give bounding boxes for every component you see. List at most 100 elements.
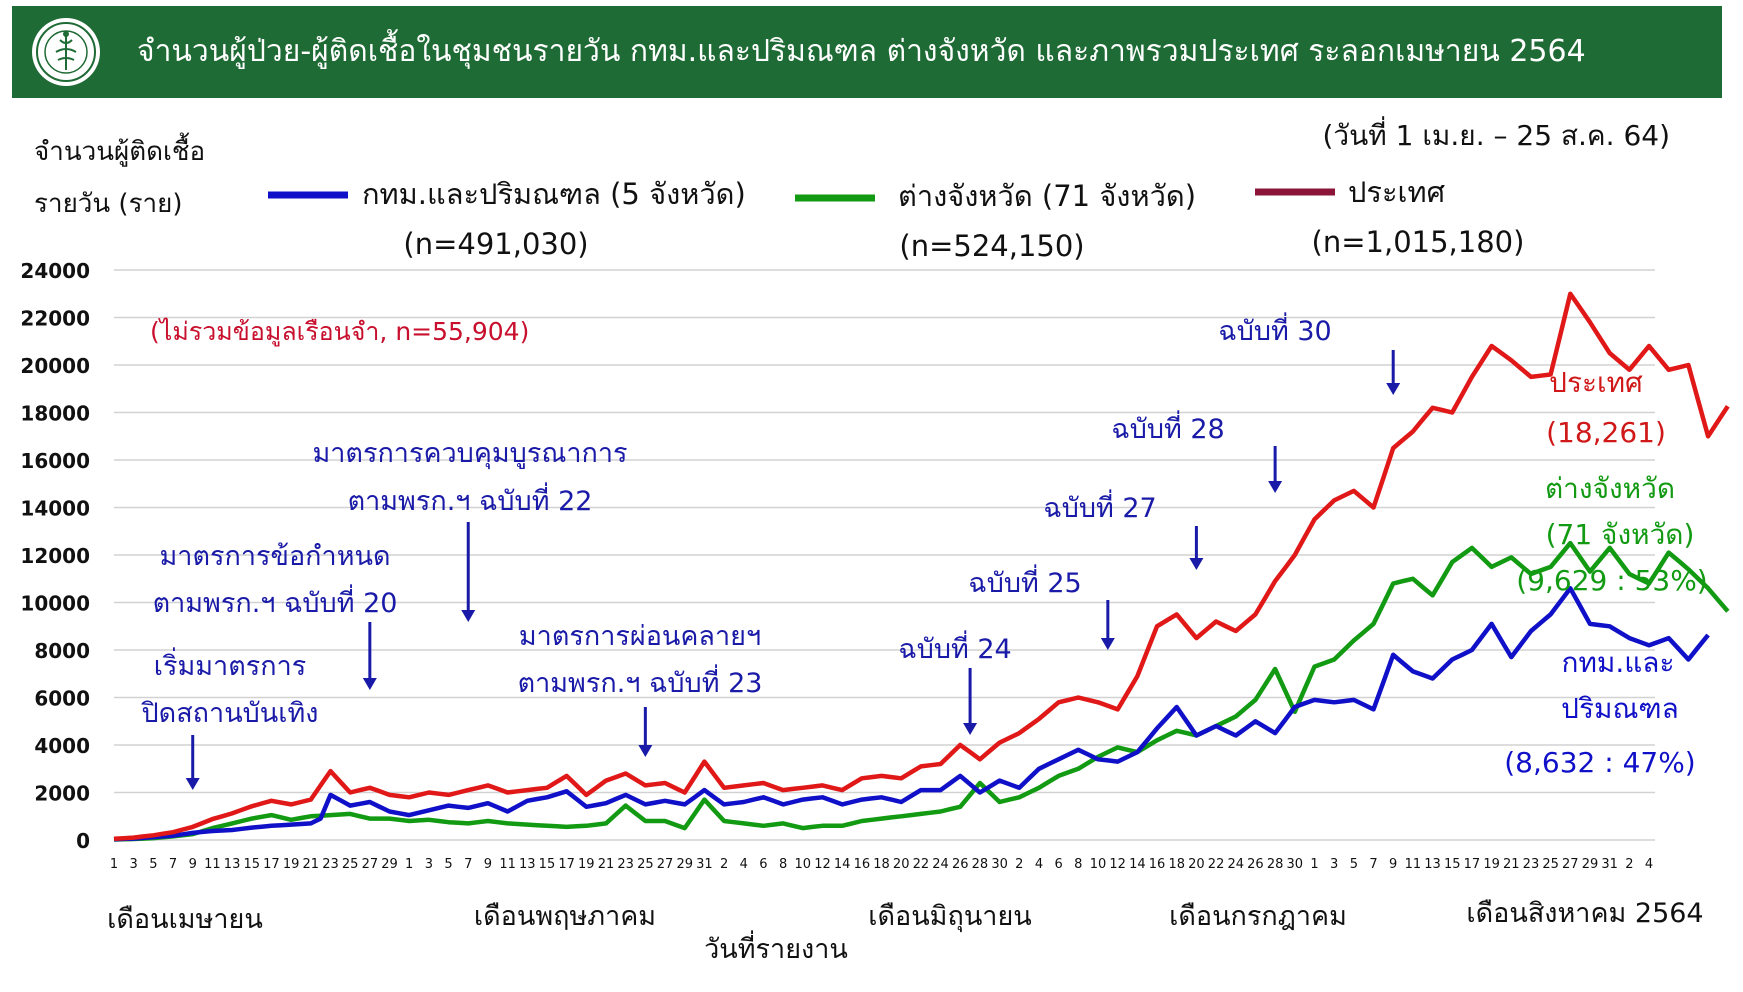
x-tick-label: 22: [1208, 857, 1225, 872]
month-label-apr: เดือนเมษายน: [107, 904, 263, 935]
x-tick-label: 18: [873, 857, 890, 872]
legend-label-provinces: ต่างจังหวัด (71 จังหวัด): [898, 179, 1196, 213]
x-tick-label: 10: [795, 857, 812, 872]
x-tick-label: 12: [814, 857, 831, 872]
x-tick-label: 26: [1247, 857, 1264, 872]
x-tick-label: 13: [224, 857, 241, 872]
x-tick-label: 1: [405, 857, 413, 872]
x-tick-label: 9: [189, 857, 197, 872]
annotation-arrowhead: [1100, 638, 1115, 650]
x-tick-label: 31: [1601, 857, 1618, 872]
x-tick-label: 29: [381, 857, 398, 872]
x-tick-label: 14: [834, 857, 851, 872]
x-tick-label: 3: [130, 857, 138, 872]
annotation-line1: เริ่มมาตรการ: [154, 647, 307, 682]
x-tick-label: 20: [1188, 857, 1205, 872]
x-tick-label: 1: [1310, 857, 1318, 872]
legend-n-bkk: (n=491,030): [403, 227, 588, 261]
x-tick-label: 9: [1389, 857, 1397, 872]
annotation-arrowhead: [1386, 383, 1401, 395]
x-tick-label: 1: [110, 857, 118, 872]
series-lines: [113, 291, 1730, 842]
x-tick-label: 29: [1582, 857, 1599, 872]
x-tick-label: 24: [932, 857, 949, 872]
x-tick-label: 16: [854, 857, 871, 872]
annotation-line1: ฉบับที่ 28: [1111, 410, 1224, 445]
annotation-line2: ปิดสถานบันเทิง: [141, 698, 318, 729]
x-tick-label: 20: [893, 857, 910, 872]
x-tick-label: 2: [1015, 857, 1023, 872]
y-tick-label: 12000: [20, 544, 90, 568]
prison-note: (ไม่รวมข้อมูลเรือนจำ, n=55,904): [150, 317, 529, 347]
x-tick-label: 17: [263, 857, 280, 872]
x-tick-label: 3: [425, 857, 433, 872]
legend: กทม.และปริมณฑล (5 จังหวัด) (n=491,030) ต…: [268, 175, 1524, 263]
x-tick-label: 25: [1542, 857, 1559, 872]
x-tick-label: 14: [1129, 857, 1146, 872]
x-tick-label: 7: [169, 857, 177, 872]
y-axis-label-line2: รายวัน (ราย): [34, 189, 183, 219]
y-axis-ticks: 0 2000 4000 6000 8000 10000 12000 14000 16000 180…: [20, 259, 90, 853]
x-tick-label: 27: [362, 857, 379, 872]
annotation-arrowhead: [185, 778, 200, 790]
x-tick-label: 5: [1350, 857, 1358, 872]
x-tick-label: 21: [598, 857, 615, 872]
y-tick-label: 14000: [20, 497, 90, 521]
end-label-provinces: ต่างจังหวัด: [1545, 472, 1675, 505]
x-tick-label: 28: [972, 857, 989, 872]
x-tick-label: 4: [1645, 857, 1653, 872]
x-tick-label: 7: [1369, 857, 1377, 872]
x-tick-label: 15: [539, 857, 556, 872]
x-tick-label: 9: [484, 857, 492, 872]
x-tick-label: 4: [1035, 857, 1043, 872]
annotation-line1: ฉบับที่ 24: [898, 630, 1011, 665]
y-tick-label: 6000: [34, 687, 90, 711]
series-line: [113, 540, 1730, 842]
header-banner: จำนวนผู้ป่วย-ผู้ติดเชื้อในชุมชนรายวัน กท…: [12, 6, 1722, 98]
x-tick-label: 23: [1523, 857, 1540, 872]
annotation-line1: ฉบับที่ 25: [968, 564, 1081, 599]
annotation-line1: มาตรการข้อกำหนด: [160, 541, 391, 572]
x-tick-label: 17: [1464, 857, 1481, 872]
annotation-line2: ตามพรก.ฯ ฉบับที่ 23: [518, 664, 763, 699]
month-label-aug: เดือนสิงหาคม 2564: [1466, 898, 1703, 929]
x-tick-label: 5: [149, 857, 157, 872]
x-tick-label: 16: [1149, 857, 1166, 872]
x-tick-label: 27: [657, 857, 674, 872]
y-axis-label-line1: จำนวนผู้ติดเชื้อ: [34, 132, 205, 167]
y-tick-label: 20000: [20, 354, 90, 378]
y-tick-label: 22000: [20, 307, 90, 331]
x-tick-label: 11: [204, 857, 221, 872]
series-line: [113, 291, 1730, 842]
x-tick-label: 19: [578, 857, 595, 872]
x-tick-label: 29: [676, 857, 693, 872]
annotation-arrowhead: [638, 745, 653, 757]
annotation-arrowhead: [1189, 558, 1204, 570]
x-tick-label: 19: [1483, 857, 1500, 872]
annotation-arrowhead: [362, 678, 377, 690]
annotation-line2: ตามพรก.ฯ ฉบับที่ 22: [348, 482, 593, 517]
x-tick-label: 2: [720, 857, 728, 872]
x-tick-label: 21: [303, 857, 320, 872]
x-tick-label: 6: [1054, 857, 1062, 872]
x-tick-label: 28: [1267, 857, 1284, 872]
x-tick-label: 30: [1287, 857, 1304, 872]
end-value-country: (18,261): [1546, 416, 1666, 449]
x-tick-label: 13: [1424, 857, 1441, 872]
x-tick-label: 27: [1562, 857, 1579, 872]
annotation-arrowhead: [461, 610, 476, 622]
x-tick-label: 3: [1330, 857, 1338, 872]
x-tick-label: 15: [1444, 857, 1461, 872]
annotation-line1: มาตรการผ่อนคลายฯ: [519, 621, 761, 652]
legend-n-country: (n=1,015,180): [1312, 225, 1525, 259]
y-tick-label: 10000: [20, 592, 90, 616]
legend-n-provinces: (n=524,150): [899, 229, 1084, 263]
x-tick-label: 5: [444, 857, 452, 872]
x-tick-label: 11: [499, 857, 516, 872]
x-tick-label: 8: [1074, 857, 1082, 872]
x-tick-label: 18: [1168, 857, 1185, 872]
x-tick-label: 31: [696, 857, 713, 872]
end-label-bkk: กทม.และ: [1561, 646, 1674, 679]
